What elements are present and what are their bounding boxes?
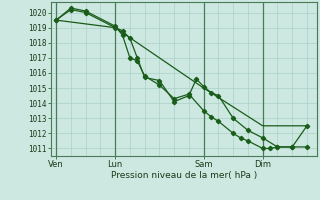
X-axis label: Pression niveau de la mer( hPa ): Pression niveau de la mer( hPa ) (111, 171, 257, 180)
